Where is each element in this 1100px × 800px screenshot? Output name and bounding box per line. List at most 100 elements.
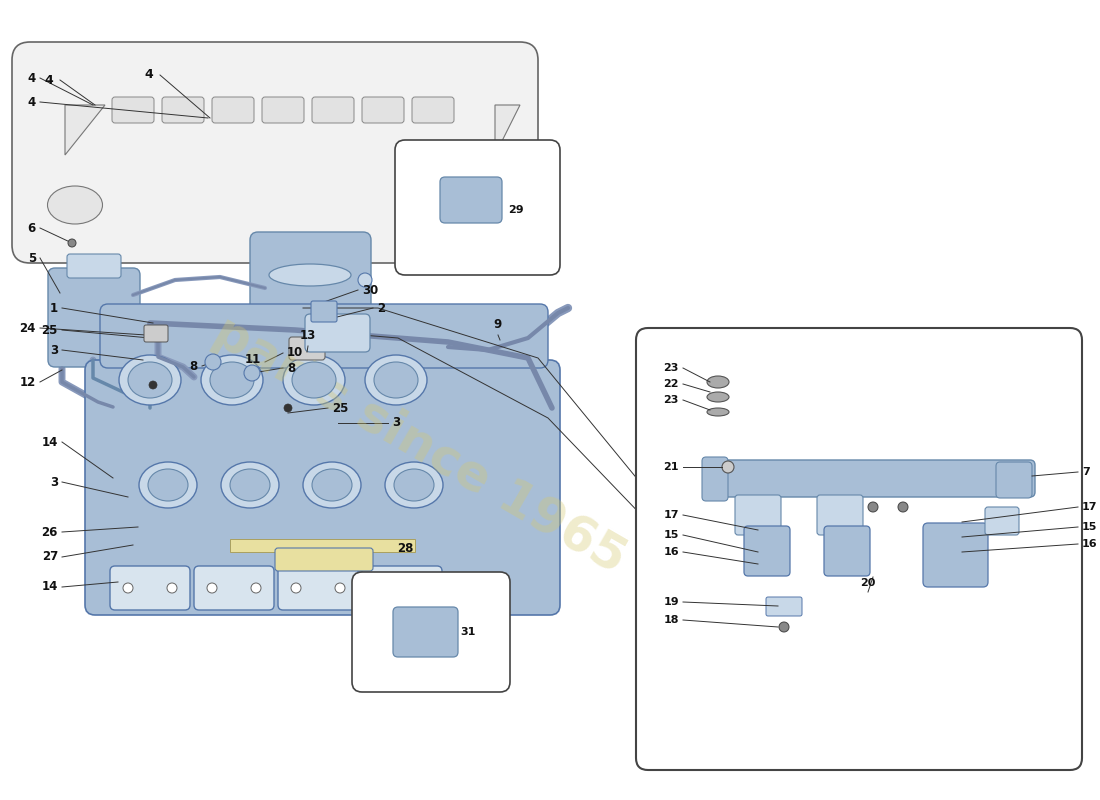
Circle shape bbox=[358, 273, 372, 287]
FancyBboxPatch shape bbox=[923, 523, 988, 587]
Text: 3: 3 bbox=[50, 475, 58, 489]
FancyBboxPatch shape bbox=[440, 177, 502, 223]
FancyBboxPatch shape bbox=[250, 232, 371, 320]
Text: 20: 20 bbox=[860, 578, 876, 588]
Ellipse shape bbox=[385, 462, 443, 508]
Ellipse shape bbox=[302, 462, 361, 508]
Text: 30: 30 bbox=[362, 283, 378, 297]
Circle shape bbox=[167, 583, 177, 593]
Text: 4: 4 bbox=[44, 74, 53, 86]
FancyBboxPatch shape bbox=[744, 526, 790, 576]
Ellipse shape bbox=[707, 392, 729, 402]
Circle shape bbox=[68, 239, 76, 247]
Text: 16: 16 bbox=[1082, 539, 1098, 549]
Text: 25: 25 bbox=[332, 402, 349, 414]
FancyBboxPatch shape bbox=[352, 572, 510, 692]
Text: 10: 10 bbox=[287, 346, 304, 359]
Text: 13: 13 bbox=[300, 329, 316, 342]
FancyBboxPatch shape bbox=[636, 328, 1082, 770]
Ellipse shape bbox=[292, 362, 336, 398]
Text: 8: 8 bbox=[189, 359, 198, 373]
Circle shape bbox=[868, 502, 878, 512]
Ellipse shape bbox=[128, 362, 172, 398]
Polygon shape bbox=[65, 105, 104, 155]
Circle shape bbox=[722, 461, 734, 473]
Text: 12: 12 bbox=[20, 375, 36, 389]
FancyBboxPatch shape bbox=[278, 566, 358, 610]
FancyBboxPatch shape bbox=[362, 566, 442, 610]
Ellipse shape bbox=[365, 355, 427, 405]
Ellipse shape bbox=[47, 186, 102, 224]
FancyBboxPatch shape bbox=[12, 42, 538, 263]
Text: 1: 1 bbox=[50, 302, 58, 314]
Text: 7: 7 bbox=[1082, 467, 1090, 477]
Text: 14: 14 bbox=[42, 581, 58, 594]
Circle shape bbox=[251, 583, 261, 593]
Circle shape bbox=[779, 622, 789, 632]
Text: 23: 23 bbox=[663, 363, 679, 373]
Ellipse shape bbox=[394, 469, 435, 501]
FancyBboxPatch shape bbox=[996, 462, 1032, 498]
Text: 4: 4 bbox=[144, 69, 153, 82]
FancyBboxPatch shape bbox=[395, 140, 560, 275]
FancyBboxPatch shape bbox=[275, 548, 373, 571]
FancyBboxPatch shape bbox=[212, 97, 254, 123]
Text: 22: 22 bbox=[663, 379, 679, 389]
Ellipse shape bbox=[139, 462, 197, 508]
Ellipse shape bbox=[312, 469, 352, 501]
Text: 25: 25 bbox=[42, 323, 58, 337]
FancyBboxPatch shape bbox=[144, 325, 168, 342]
Text: 3: 3 bbox=[50, 343, 58, 357]
FancyBboxPatch shape bbox=[766, 597, 802, 616]
Circle shape bbox=[244, 365, 260, 381]
Text: 6: 6 bbox=[28, 222, 36, 234]
FancyBboxPatch shape bbox=[230, 539, 415, 552]
FancyBboxPatch shape bbox=[412, 97, 454, 123]
Text: 24: 24 bbox=[20, 322, 36, 334]
Text: 2: 2 bbox=[377, 302, 385, 314]
FancyBboxPatch shape bbox=[67, 254, 121, 278]
FancyBboxPatch shape bbox=[362, 97, 404, 123]
Text: 29: 29 bbox=[508, 205, 524, 215]
FancyBboxPatch shape bbox=[100, 304, 548, 368]
Text: 5: 5 bbox=[28, 251, 36, 265]
FancyBboxPatch shape bbox=[194, 566, 274, 610]
Text: 4: 4 bbox=[28, 95, 36, 109]
Circle shape bbox=[375, 583, 385, 593]
Circle shape bbox=[336, 583, 345, 593]
FancyBboxPatch shape bbox=[305, 314, 370, 352]
Ellipse shape bbox=[374, 362, 418, 398]
Ellipse shape bbox=[210, 362, 254, 398]
Text: 4: 4 bbox=[28, 71, 36, 85]
Circle shape bbox=[419, 583, 429, 593]
Text: 15: 15 bbox=[663, 530, 679, 540]
Ellipse shape bbox=[201, 355, 263, 405]
FancyBboxPatch shape bbox=[85, 360, 560, 615]
FancyBboxPatch shape bbox=[110, 566, 190, 610]
Text: 14: 14 bbox=[42, 435, 58, 449]
Ellipse shape bbox=[707, 408, 729, 416]
FancyBboxPatch shape bbox=[162, 97, 204, 123]
Circle shape bbox=[898, 502, 907, 512]
Ellipse shape bbox=[270, 264, 351, 286]
Text: 21: 21 bbox=[663, 462, 679, 472]
FancyBboxPatch shape bbox=[824, 526, 870, 576]
Text: 11: 11 bbox=[245, 353, 261, 366]
Ellipse shape bbox=[230, 469, 270, 501]
Text: parts since 1965: parts since 1965 bbox=[206, 307, 635, 583]
Circle shape bbox=[148, 381, 157, 389]
FancyBboxPatch shape bbox=[48, 268, 140, 367]
Text: 31: 31 bbox=[460, 627, 475, 637]
Text: 26: 26 bbox=[42, 526, 58, 538]
Text: 15: 15 bbox=[1082, 522, 1098, 532]
FancyBboxPatch shape bbox=[735, 495, 781, 535]
FancyBboxPatch shape bbox=[713, 460, 1035, 497]
Polygon shape bbox=[868, 648, 1058, 738]
FancyBboxPatch shape bbox=[817, 495, 864, 535]
Text: 3: 3 bbox=[392, 417, 400, 430]
FancyBboxPatch shape bbox=[393, 607, 458, 657]
FancyBboxPatch shape bbox=[112, 97, 154, 123]
Circle shape bbox=[207, 583, 217, 593]
Text: 8: 8 bbox=[287, 362, 295, 374]
FancyBboxPatch shape bbox=[702, 457, 728, 501]
